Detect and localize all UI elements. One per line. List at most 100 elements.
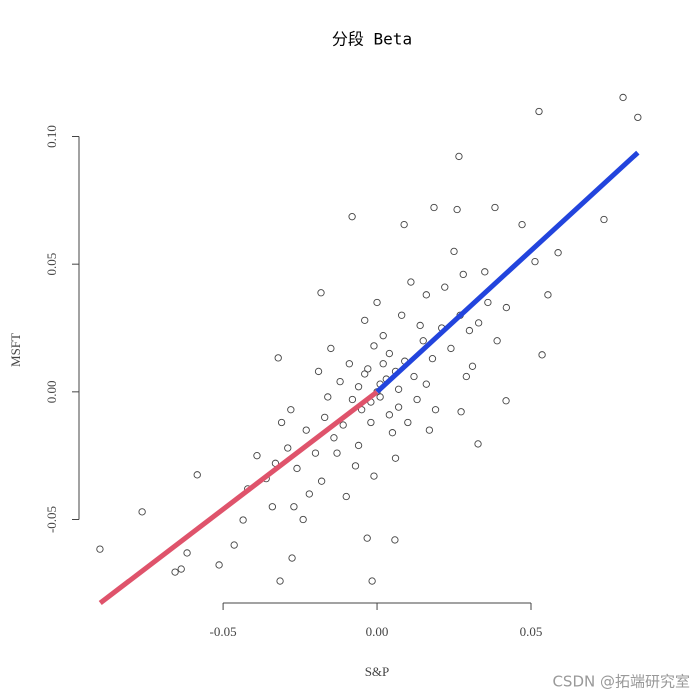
point: [462, 372, 470, 381]
point: [288, 554, 296, 562]
point: [391, 454, 400, 462]
point: [354, 441, 363, 450]
point: [535, 107, 543, 116]
point: [287, 406, 295, 414]
point: [468, 362, 477, 370]
point: [373, 298, 381, 307]
point: [407, 278, 415, 286]
point: [385, 411, 394, 419]
point: [554, 249, 562, 257]
point: [193, 471, 201, 479]
point: [324, 393, 332, 401]
fit-line: [375, 150, 640, 394]
point: [351, 462, 360, 470]
x-tick-label: -0.05: [210, 624, 237, 639]
fit-line: [98, 389, 379, 605]
point: [274, 354, 282, 362]
point: [321, 413, 329, 422]
x-tick-label: 0.00: [366, 624, 389, 639]
point: [368, 577, 376, 585]
point: [345, 360, 353, 368]
point: [404, 418, 412, 427]
point: [600, 215, 608, 224]
point: [379, 332, 387, 340]
point: [317, 289, 325, 297]
point: [305, 490, 313, 498]
point: [276, 577, 284, 585]
point: [422, 380, 430, 388]
y-tick-label: 0.05: [44, 253, 59, 276]
point: [370, 342, 378, 350]
point: [239, 516, 247, 524]
watermark: CSDN @拓端研究室: [552, 673, 690, 691]
point: [502, 303, 511, 312]
point: [348, 395, 357, 404]
point: [398, 311, 406, 319]
point: [96, 545, 104, 553]
point: [290, 503, 298, 511]
point: [518, 220, 526, 229]
point: [619, 93, 627, 102]
point: [314, 367, 323, 376]
point: [379, 360, 387, 368]
point: [447, 344, 455, 353]
y-tick-label: 0.10: [44, 125, 59, 148]
point: [459, 270, 467, 279]
point: [474, 319, 483, 327]
point: [171, 568, 179, 576]
point: [400, 220, 408, 229]
chart-title: 分段 Beta: [332, 30, 412, 49]
point: [361, 316, 369, 325]
point: [348, 213, 356, 221]
point: [284, 444, 292, 452]
point: [361, 370, 369, 378]
point: [385, 349, 394, 358]
point: [268, 503, 277, 511]
point: [410, 372, 418, 381]
y-axis-label: MSFT: [8, 333, 23, 367]
point: [177, 565, 185, 573]
point: [342, 492, 350, 501]
point: [354, 383, 363, 391]
point: [215, 561, 223, 569]
point: [538, 351, 546, 359]
point: [474, 440, 482, 448]
point: [299, 515, 307, 524]
y-tick-label: 0.00: [44, 380, 59, 403]
point: [491, 203, 499, 212]
point: [422, 291, 430, 299]
point: [450, 247, 458, 256]
point: [453, 205, 461, 214]
point: [183, 549, 191, 557]
point: [431, 406, 440, 414]
point: [138, 508, 146, 516]
point: [441, 283, 449, 291]
point: [484, 298, 492, 307]
x-tick-label: 0.05: [520, 624, 543, 639]
point: [634, 113, 642, 122]
point: [333, 449, 341, 457]
point: [413, 395, 421, 404]
point: [502, 397, 510, 405]
point: [544, 291, 552, 299]
point: [416, 321, 424, 330]
point: [457, 408, 465, 416]
y-tick-label: -0.05: [44, 506, 59, 533]
point: [455, 152, 463, 161]
point: [391, 536, 399, 544]
point: [230, 541, 238, 549]
point: [370, 472, 378, 480]
point: [531, 257, 539, 266]
point: [253, 452, 261, 460]
point: [419, 337, 427, 345]
point: [363, 534, 371, 542]
point: [293, 464, 301, 473]
point: [330, 434, 338, 442]
point: [339, 421, 347, 429]
point: [430, 203, 438, 212]
point: [277, 418, 286, 427]
point: [425, 426, 434, 434]
point: [465, 326, 474, 335]
point: [481, 268, 489, 276]
